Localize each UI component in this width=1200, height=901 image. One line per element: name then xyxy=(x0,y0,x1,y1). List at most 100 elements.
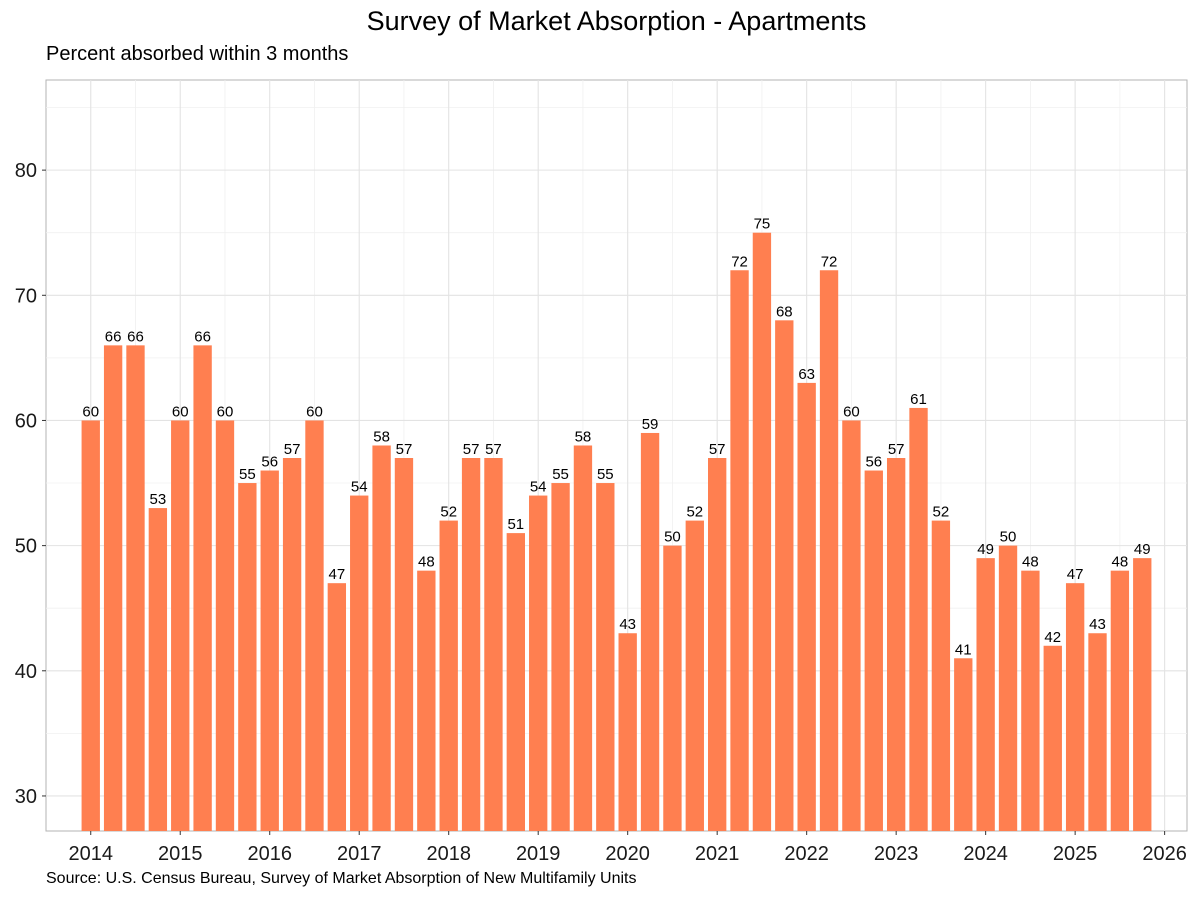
bar-value-label: 47 xyxy=(1067,566,1084,583)
bar-value-label: 49 xyxy=(1134,541,1151,558)
bar-value-label: 60 xyxy=(843,403,860,420)
bar-value-label: 55 xyxy=(597,466,614,483)
bar xyxy=(260,470,279,831)
bar xyxy=(1043,645,1062,831)
bar-value-label: 60 xyxy=(172,403,189,420)
bar-value-label: 48 xyxy=(1022,554,1039,571)
bar-value-label: 42 xyxy=(1044,629,1061,646)
bar-value-label: 66 xyxy=(127,328,144,345)
bar-value-label: 48 xyxy=(418,554,435,571)
plot-panel xyxy=(45,79,1188,832)
x-tick-label: 2017 xyxy=(337,843,382,865)
chart-title: Survey of Market Absorption - Apartments xyxy=(366,6,867,36)
bar-value-label: 61 xyxy=(910,391,927,408)
bar-value-label: 58 xyxy=(575,428,592,445)
bar xyxy=(103,345,123,831)
y-tick-label: 60 xyxy=(15,410,37,432)
x-axis: 2014 2015 2016 2017 2018 2019 2020 2021 2022 2023… xyxy=(68,831,1187,865)
bar xyxy=(998,545,1018,831)
bar-value-label: 54 xyxy=(351,479,368,496)
bar-value-label: 50 xyxy=(664,529,681,546)
bar-value-label: 57 xyxy=(284,441,301,458)
bar-value-label: 53 xyxy=(150,491,167,508)
bar-value-label: 75 xyxy=(754,216,771,233)
bar xyxy=(976,558,995,831)
bar xyxy=(238,483,257,831)
y-tick-label: 50 xyxy=(15,536,37,558)
bar-value-label: 52 xyxy=(933,504,950,521)
bar-value-label: 66 xyxy=(105,328,122,345)
bar xyxy=(81,420,100,831)
chart-subtitle: Percent absorbed within 3 months xyxy=(46,43,349,65)
x-tick-label: 2014 xyxy=(68,843,113,865)
bar xyxy=(886,458,906,831)
bar-value-label: 52 xyxy=(686,504,703,521)
x-tick-label: 2026 xyxy=(1142,843,1187,865)
y-tick-label: 80 xyxy=(15,160,37,182)
bar xyxy=(730,270,749,832)
bar-value-label: 57 xyxy=(888,441,905,458)
bar-value-label: 49 xyxy=(977,541,994,558)
y-axis: 30 40 50 60 70 80 xyxy=(15,160,46,808)
bar xyxy=(372,445,391,831)
bar-value-label: 72 xyxy=(731,253,748,270)
y-tick-label: 30 xyxy=(15,786,37,808)
bar xyxy=(215,420,235,831)
bar xyxy=(596,483,615,831)
bar xyxy=(797,382,816,831)
bar-value-label: 60 xyxy=(217,403,234,420)
bar-value-label: 57 xyxy=(396,441,413,458)
x-tick-label: 2018 xyxy=(426,843,471,865)
bar-value-label: 43 xyxy=(619,616,636,633)
bar xyxy=(685,520,704,831)
x-tick-label: 2019 xyxy=(516,843,561,865)
bar xyxy=(618,633,637,831)
bar xyxy=(327,583,347,831)
x-tick-label: 2015 xyxy=(158,843,203,865)
bar xyxy=(484,458,503,831)
bar-value-label: 56 xyxy=(865,454,882,471)
x-tick-label: 2021 xyxy=(695,843,740,865)
bar-value-label: 47 xyxy=(328,566,345,583)
bar xyxy=(1110,570,1130,831)
bar xyxy=(282,458,302,831)
bar xyxy=(506,533,525,831)
bar-value-label: 55 xyxy=(239,466,256,483)
bar-value-label: 60 xyxy=(82,403,99,420)
x-tick-label: 2023 xyxy=(874,843,919,865)
bar-value-label: 50 xyxy=(1000,529,1017,546)
bar-value-label: 43 xyxy=(1089,616,1106,633)
bar xyxy=(305,420,324,831)
bar xyxy=(663,545,682,831)
bar xyxy=(417,570,436,831)
bar-value-label: 68 xyxy=(776,303,793,320)
bar xyxy=(394,458,414,831)
bar xyxy=(439,520,458,831)
bars xyxy=(81,232,1152,832)
x-tick-label: 2016 xyxy=(247,843,292,865)
bar xyxy=(193,345,212,831)
bar xyxy=(350,495,369,831)
bar-value-label: 59 xyxy=(642,416,659,433)
grid-lines xyxy=(46,80,1187,831)
bar-value-label: 58 xyxy=(373,428,390,445)
y-tick-label: 70 xyxy=(15,285,37,307)
bar-value-label: 57 xyxy=(463,441,480,458)
bar-value-label: 48 xyxy=(1112,554,1129,571)
bar xyxy=(819,270,839,832)
bar xyxy=(864,470,883,831)
bar-value-label: 56 xyxy=(261,454,278,471)
bar xyxy=(573,445,593,831)
bar xyxy=(529,495,548,831)
bar-value-label: 63 xyxy=(798,366,815,383)
bar-value-label: 60 xyxy=(306,403,323,420)
bar xyxy=(171,420,190,831)
bar-value-label: 57 xyxy=(485,441,502,458)
chart-caption: Source: U.S. Census Bureau, Survey of Ma… xyxy=(46,870,637,887)
bar-value-label: 41 xyxy=(955,641,972,658)
y-tick-label: 40 xyxy=(15,661,37,683)
bar xyxy=(775,320,794,831)
bar xyxy=(1133,558,1152,831)
x-tick-label: 2025 xyxy=(1053,843,1098,865)
